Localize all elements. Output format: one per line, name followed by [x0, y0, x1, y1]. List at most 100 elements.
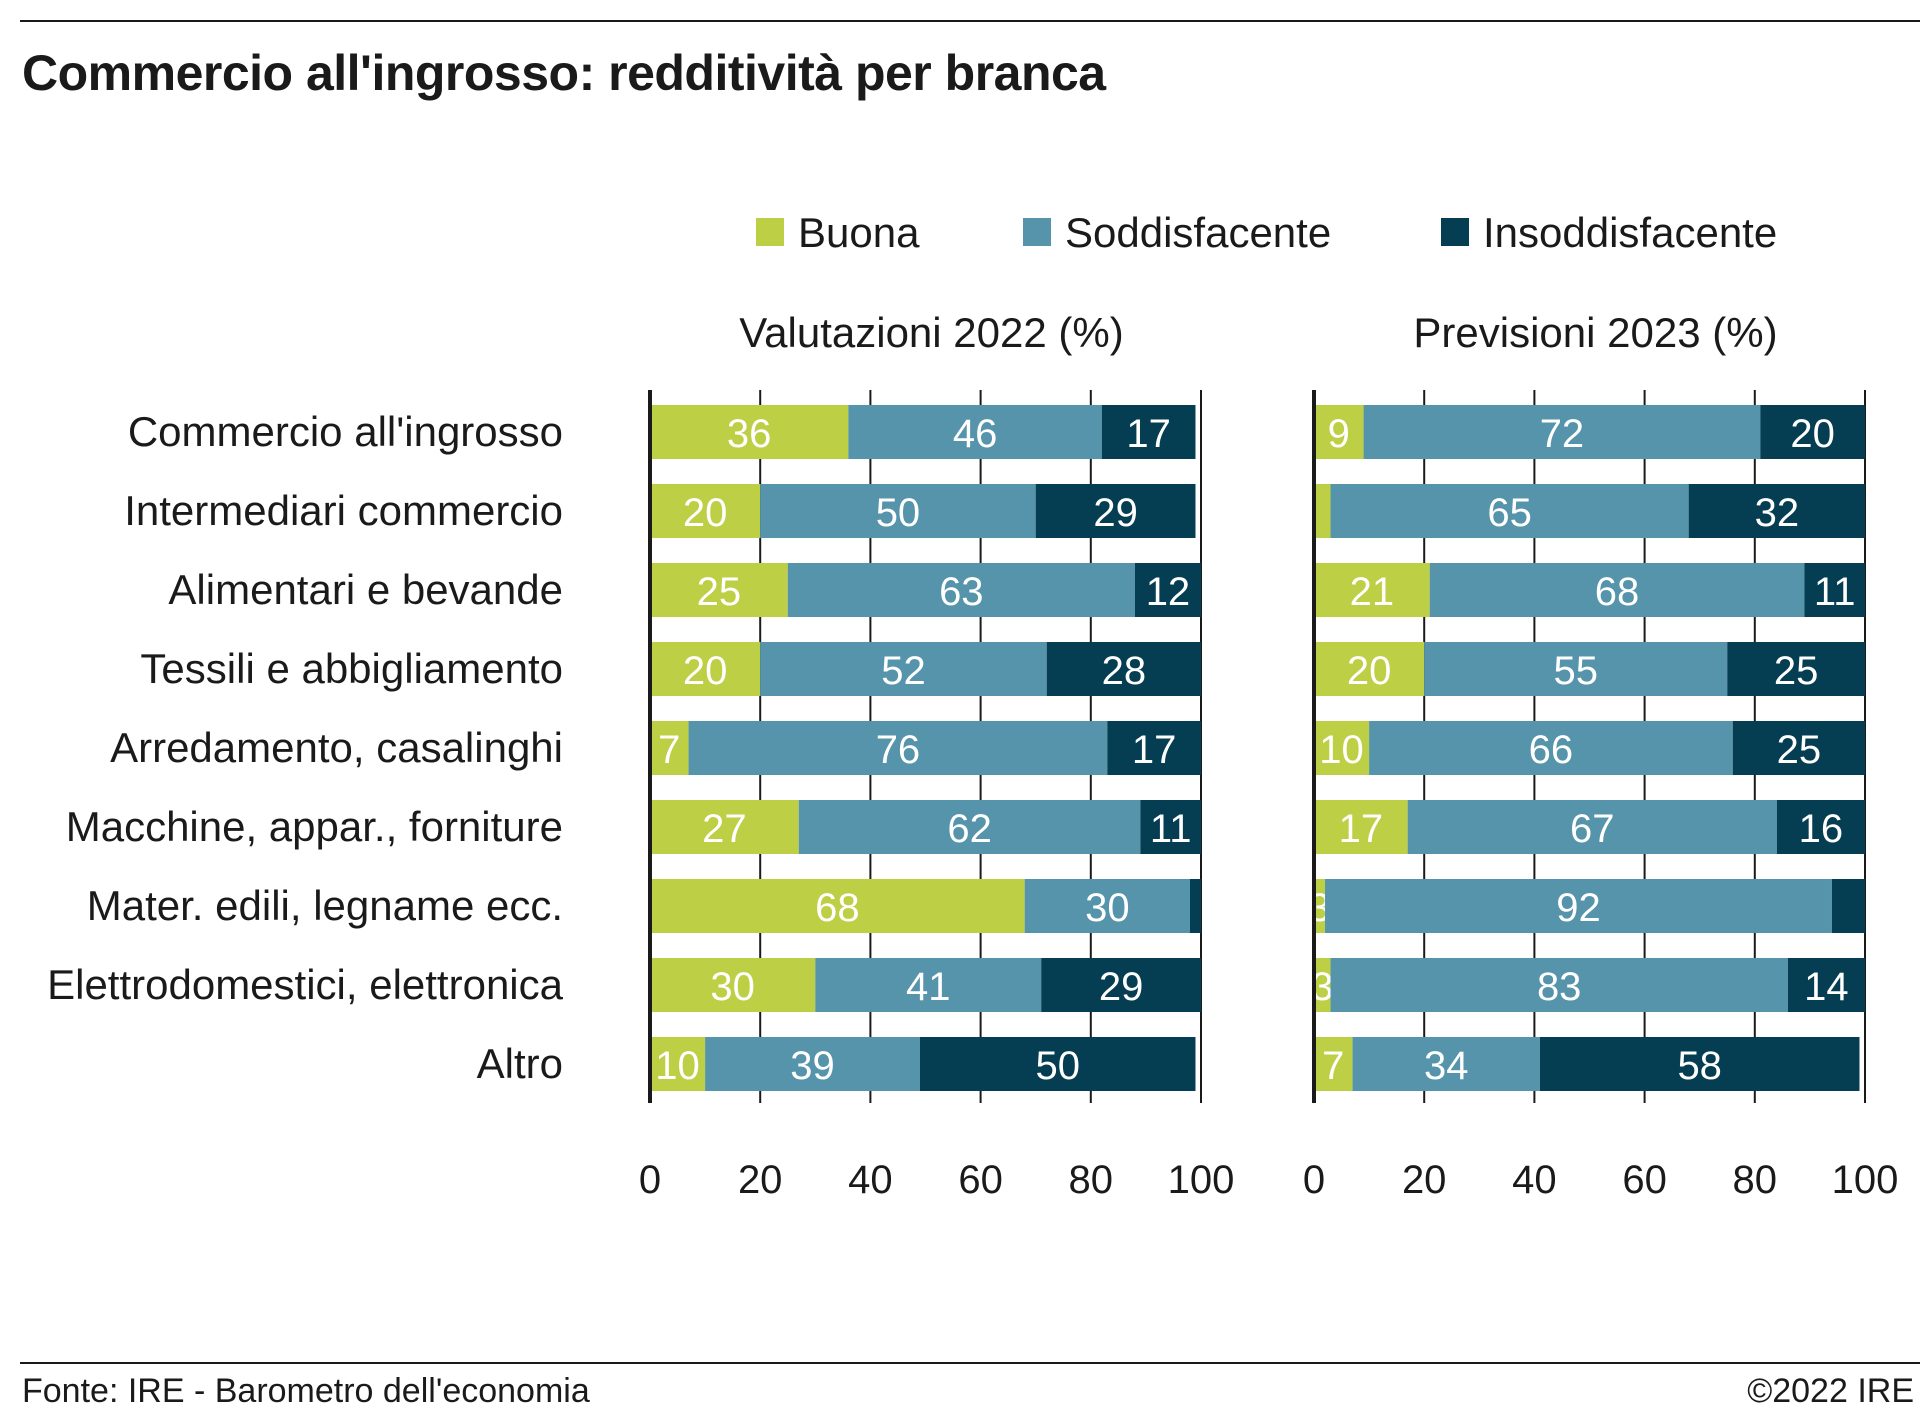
- data-label: 50: [1035, 1044, 1080, 1088]
- bar-segment: [705, 1037, 920, 1091]
- bar-segment: [1760, 405, 1865, 459]
- category-label: Intermediari commercio: [124, 487, 563, 534]
- bar-segment: [1314, 642, 1425, 696]
- legend-swatch: [1441, 218, 1469, 246]
- tick-label: 80: [1069, 1158, 1114, 1202]
- data-label: 28: [1102, 649, 1147, 693]
- bar-segment: [760, 642, 1047, 696]
- bar-segment: [650, 484, 761, 538]
- legend-label: Soddisfacente: [1065, 209, 1331, 256]
- bar-segment: [650, 800, 799, 854]
- bar-segment: [1101, 405, 1196, 459]
- bar-segment: [919, 1037, 1196, 1091]
- bar-segment: [1024, 879, 1190, 933]
- data-label: 21: [1350, 570, 1395, 614]
- tick-label: 0: [639, 1158, 661, 1202]
- data-label: 50: [876, 491, 921, 535]
- bar-segment: [1831, 879, 1865, 933]
- category-label: Mater. edili, legname ecc.: [87, 882, 563, 929]
- category-label: Arredamento, casalinghi: [110, 724, 563, 771]
- bar-segment: [1314, 800, 1408, 854]
- bar-segment: [1330, 484, 1689, 538]
- chart-title: Commercio all'ingrosso: redditività per …: [22, 45, 1106, 101]
- data-label: 41: [906, 965, 951, 1009]
- data-label: 68: [815, 886, 860, 930]
- category-label: Tessili e abbigliamento: [140, 645, 563, 692]
- data-label: 32: [1755, 491, 1800, 535]
- data-label: 7: [658, 728, 680, 772]
- tick-label: 100: [1168, 1158, 1235, 1202]
- legend-swatch: [756, 218, 784, 246]
- bar-segment: [650, 958, 816, 1012]
- data-label: 20: [1347, 649, 1392, 693]
- data-label: 34: [1424, 1044, 1469, 1088]
- tick-label: 0: [1303, 1158, 1325, 1202]
- bar-segment: [1046, 642, 1201, 696]
- bar-segment: [787, 563, 1135, 617]
- bar-segment: [650, 405, 849, 459]
- data-label: 9: [1328, 412, 1350, 456]
- data-label: 29: [1099, 965, 1144, 1009]
- bar-segment: [650, 879, 1025, 933]
- bar-segment: [1314, 563, 1430, 617]
- tick-label: 60: [1622, 1158, 1667, 1202]
- data-label: 27: [702, 807, 747, 851]
- bar-segment: [1804, 563, 1865, 617]
- category-label: Elettrodomestici, elettronica: [47, 961, 564, 1008]
- bar-segment: [1325, 879, 1832, 933]
- panel-title: Valutazioni 2022 (%): [739, 309, 1123, 356]
- bar-segment: [1189, 879, 1201, 933]
- bar-segment: [1539, 1037, 1860, 1091]
- data-label: 55: [1553, 649, 1598, 693]
- data-label: 30: [710, 965, 755, 1009]
- tick-label: 80: [1733, 1158, 1778, 1202]
- legend-label: Insoddisfacente: [1483, 209, 1777, 256]
- bar-segment: [1107, 721, 1201, 775]
- bar-segment: [650, 721, 689, 775]
- tick-label: 20: [1402, 1158, 1447, 1202]
- bar-segment: [1134, 563, 1201, 617]
- top-rule: [20, 20, 1920, 22]
- data-label: 67: [1570, 807, 1615, 851]
- data-label: 72: [1540, 412, 1585, 456]
- category-label: Macchine, appar., forniture: [66, 803, 563, 850]
- bar-segment: [1787, 958, 1865, 1012]
- data-label: 29: [1093, 491, 1138, 535]
- legend-label: Buona: [798, 209, 920, 256]
- tick-label: 40: [1512, 1158, 1557, 1202]
- data-label: 12: [1146, 570, 1191, 614]
- tick-label: 20: [738, 1158, 783, 1202]
- bar-segment: [688, 721, 1108, 775]
- legend-swatch: [1023, 218, 1051, 246]
- tick-label: 60: [958, 1158, 1003, 1202]
- bar-segment: [1369, 721, 1733, 775]
- bar-segment: [1352, 1037, 1540, 1091]
- data-label: 58: [1677, 1044, 1722, 1088]
- copyright-note: ©2022 IRE: [1747, 1372, 1914, 1410]
- data-label: 30: [1085, 886, 1130, 930]
- data-label: 10: [655, 1044, 700, 1088]
- data-label: 17: [1339, 807, 1384, 851]
- data-label: 65: [1487, 491, 1532, 535]
- bar-segment: [1330, 958, 1788, 1012]
- tick-label: 100: [1832, 1158, 1899, 1202]
- data-label: 92: [1556, 886, 1601, 930]
- data-label: 16: [1799, 807, 1844, 851]
- bar-segment: [1041, 958, 1201, 1012]
- bar-segment: [650, 1037, 706, 1091]
- bar-segment: [798, 800, 1141, 854]
- data-label: 62: [947, 807, 992, 851]
- data-label: 76: [876, 728, 921, 772]
- data-label: 46: [953, 412, 998, 456]
- bar-segment: [1314, 879, 1326, 933]
- data-label: 20: [683, 649, 728, 693]
- data-label: 25: [697, 570, 742, 614]
- data-label: 52: [881, 649, 926, 693]
- bar-segment: [1424, 642, 1728, 696]
- data-label: 20: [683, 491, 728, 535]
- data-label: 25: [1777, 728, 1822, 772]
- data-label: 25: [1774, 649, 1819, 693]
- data-label: 39: [790, 1044, 835, 1088]
- bar-segment: [1429, 563, 1805, 617]
- bar-segment: [815, 958, 1042, 1012]
